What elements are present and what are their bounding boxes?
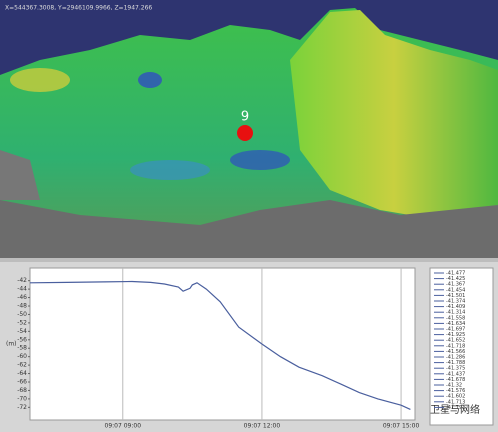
legend-label: -41.32 xyxy=(446,383,462,389)
y-axis-label: (m) xyxy=(6,341,17,348)
y-tick-label: -44 xyxy=(17,286,27,293)
x-tick-label: 09:07 12:00 xyxy=(244,423,281,429)
x-tick-label: 09:07 09:00 xyxy=(105,423,142,429)
y-tick-label: -50 xyxy=(17,311,27,318)
legend-label: -41.374 xyxy=(446,299,465,305)
y-tick-label: -72 xyxy=(17,404,27,411)
legend-label: -41.602 xyxy=(446,394,465,400)
legend-label: -41.501 xyxy=(446,293,465,299)
legend-label: -41.454 xyxy=(446,287,465,293)
legend-label: -41.375 xyxy=(446,366,465,372)
marker-label: 9 xyxy=(241,110,249,125)
terrain-patch xyxy=(138,72,162,88)
legend-label: -41.791 xyxy=(446,405,465,411)
legend-label: -41.558 xyxy=(446,315,465,321)
legend-label: -41.718 xyxy=(446,343,465,349)
divider xyxy=(0,258,498,262)
legend-label: -41.409 xyxy=(446,304,465,310)
y-tick-label: -70 xyxy=(17,395,27,402)
legend-label: -41.566 xyxy=(446,349,465,355)
legend-label: -41.576 xyxy=(446,388,465,394)
y-tick-label: -64 xyxy=(17,370,27,377)
legend-label: -41.678 xyxy=(446,377,465,383)
data-line xyxy=(29,280,411,410)
ridge xyxy=(290,10,498,230)
y-tick-label: -58 xyxy=(17,345,27,352)
legend-label: -41.314 xyxy=(446,310,465,316)
legend xyxy=(429,267,494,426)
x-tick-label: 09:07 15:00 xyxy=(383,423,420,429)
ground xyxy=(0,150,40,200)
y-tick-label: -42 xyxy=(17,277,27,284)
watermark: 卫星与网络 xyxy=(430,403,480,416)
y-tick-label: -48 xyxy=(17,303,27,310)
legend-label: -41.634 xyxy=(446,321,465,327)
coordinates: X=544367.3008, Y=2946109.9966, Z=1947.26… xyxy=(5,5,152,12)
y-tick-label: -60 xyxy=(17,353,27,360)
y-tick-label: -52 xyxy=(17,319,27,326)
y-tick-label: -62 xyxy=(17,362,27,369)
terrain-patch xyxy=(230,150,290,170)
y-tick-label: -54 xyxy=(17,328,27,335)
y-tick-label: -68 xyxy=(17,387,27,394)
legend-label: -41.286 xyxy=(446,355,465,361)
legend-label: -41.437 xyxy=(446,371,465,377)
ground xyxy=(0,200,498,258)
legend-label: -41.367 xyxy=(446,282,465,288)
legend-label: -41.925 xyxy=(446,332,465,338)
terrain-patch xyxy=(10,68,70,92)
legend-label: -41.477 xyxy=(446,271,465,277)
legend-label: -41.652 xyxy=(446,338,465,344)
plot-area xyxy=(29,267,416,421)
y-tick-label: -46 xyxy=(17,294,27,301)
y-tick-label: -66 xyxy=(17,379,27,386)
terrain-patch xyxy=(130,160,210,180)
legend-label: -41.425 xyxy=(446,276,465,282)
legend-label: -41.788 xyxy=(446,360,465,366)
legend-label: -41.713 xyxy=(446,399,465,405)
y-tick-label: -56 xyxy=(17,336,27,343)
terrain-view: X=544367.3008, Y=2946109.9966, Z=1947.26… xyxy=(0,0,498,258)
legend-label: -41.697 xyxy=(446,327,465,333)
marker[interactable] xyxy=(237,125,253,141)
